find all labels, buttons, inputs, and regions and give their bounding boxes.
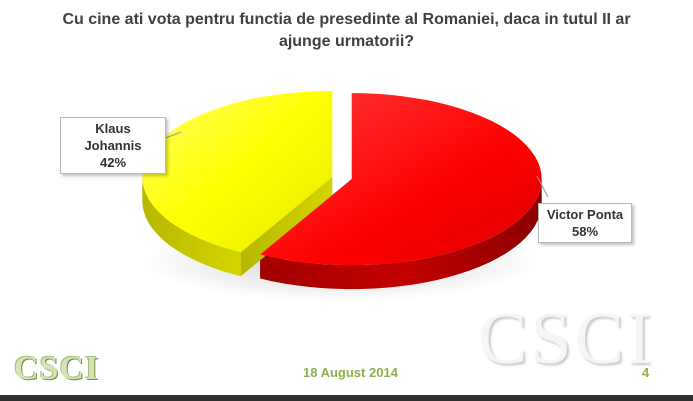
slice-side-johannis: [142, 176, 241, 277]
slice-wall-johannis-0: [240, 176, 333, 277]
slice-side-ponta: [260, 179, 542, 290]
page-number: 4: [642, 365, 650, 380]
footer-date: 18 August 2014: [303, 365, 398, 380]
csci-watermark: CSCI: [478, 298, 655, 380]
csci-logo: CSCI: [14, 350, 100, 387]
slice-value-johannis: 42%: [99, 155, 127, 170]
pie-slice-johannis: [142, 90, 333, 253]
bottom-bar: [0, 395, 693, 401]
data-label-ponta: Victor Ponta 58%: [538, 203, 632, 243]
leader-line-johannis: [162, 131, 182, 140]
data-label-johannis: Klaus Johannis 42%: [60, 117, 166, 174]
slice-label-ponta: Victor Ponta: [546, 207, 624, 222]
slice-value-ponta: 58%: [571, 224, 599, 239]
slice-label-johannis: Klaus Johannis: [84, 121, 142, 153]
leader-line-ponta: [536, 175, 549, 198]
pie-slice-ponta: [260, 93, 542, 266]
chart-title: Cu cine ati vota pentru functia de prese…: [62, 11, 631, 50]
pie-slices: [142, 90, 542, 290]
